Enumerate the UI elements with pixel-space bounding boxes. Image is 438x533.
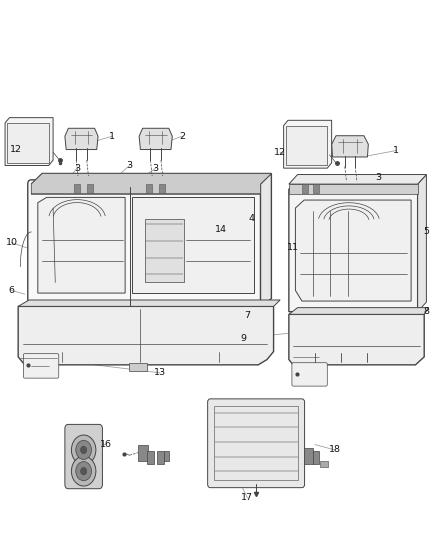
Polygon shape: [418, 174, 426, 312]
Bar: [157, 451, 163, 464]
Text: 2: 2: [179, 132, 185, 141]
Text: 6: 6: [9, 286, 14, 295]
Bar: [147, 451, 153, 464]
Text: 3: 3: [74, 164, 80, 173]
Polygon shape: [5, 118, 53, 165]
Polygon shape: [332, 136, 368, 157]
Circle shape: [81, 446, 87, 454]
Text: 18: 18: [328, 446, 341, 455]
FancyBboxPatch shape: [28, 180, 264, 313]
Bar: [132, 197, 254, 293]
Bar: [302, 184, 308, 192]
Polygon shape: [31, 173, 272, 184]
Polygon shape: [289, 308, 428, 314]
Bar: [164, 451, 169, 461]
Text: 17: 17: [241, 493, 253, 502]
Circle shape: [71, 456, 96, 486]
Bar: [214, 406, 298, 480]
Text: 7: 7: [244, 311, 251, 320]
Circle shape: [76, 462, 92, 481]
Text: 3: 3: [375, 173, 381, 182]
Bar: [320, 461, 328, 467]
Text: 1: 1: [109, 132, 115, 141]
Text: 10: 10: [6, 238, 18, 247]
Text: 8: 8: [424, 307, 429, 316]
Bar: [130, 364, 147, 371]
Bar: [145, 219, 184, 282]
Polygon shape: [289, 184, 418, 312]
Polygon shape: [284, 120, 332, 168]
Text: 9: 9: [240, 334, 246, 343]
Text: 13: 13: [154, 368, 166, 377]
Text: 14: 14: [215, 225, 227, 234]
Polygon shape: [261, 173, 272, 309]
Polygon shape: [295, 200, 411, 301]
Bar: [286, 126, 327, 165]
Bar: [304, 448, 313, 464]
FancyBboxPatch shape: [208, 399, 304, 488]
Circle shape: [76, 440, 92, 459]
Text: 12: 12: [10, 145, 22, 154]
Text: 11: 11: [287, 244, 299, 253]
Bar: [313, 184, 319, 192]
Text: 5: 5: [424, 228, 429, 237]
Text: 3: 3: [127, 161, 133, 170]
Circle shape: [81, 467, 87, 475]
Polygon shape: [31, 173, 272, 193]
Text: 12: 12: [274, 148, 286, 157]
Text: 16: 16: [99, 440, 112, 449]
Polygon shape: [139, 128, 172, 150]
Bar: [87, 184, 93, 192]
FancyBboxPatch shape: [23, 354, 59, 378]
Polygon shape: [18, 300, 280, 306]
Bar: [313, 451, 319, 464]
FancyBboxPatch shape: [65, 424, 102, 489]
Bar: [289, 184, 418, 193]
Text: 3: 3: [152, 164, 159, 173]
Bar: [7, 123, 49, 163]
Polygon shape: [38, 197, 125, 293]
Polygon shape: [18, 306, 274, 365]
Bar: [138, 445, 148, 461]
Bar: [159, 184, 165, 192]
Bar: [74, 184, 80, 192]
Text: 1: 1: [393, 146, 399, 155]
FancyBboxPatch shape: [292, 363, 327, 386]
Text: 4: 4: [249, 214, 255, 223]
Polygon shape: [289, 314, 424, 365]
Circle shape: [71, 435, 96, 465]
Polygon shape: [65, 128, 98, 150]
Bar: [31, 184, 261, 193]
Bar: [146, 184, 152, 192]
Polygon shape: [289, 174, 426, 184]
